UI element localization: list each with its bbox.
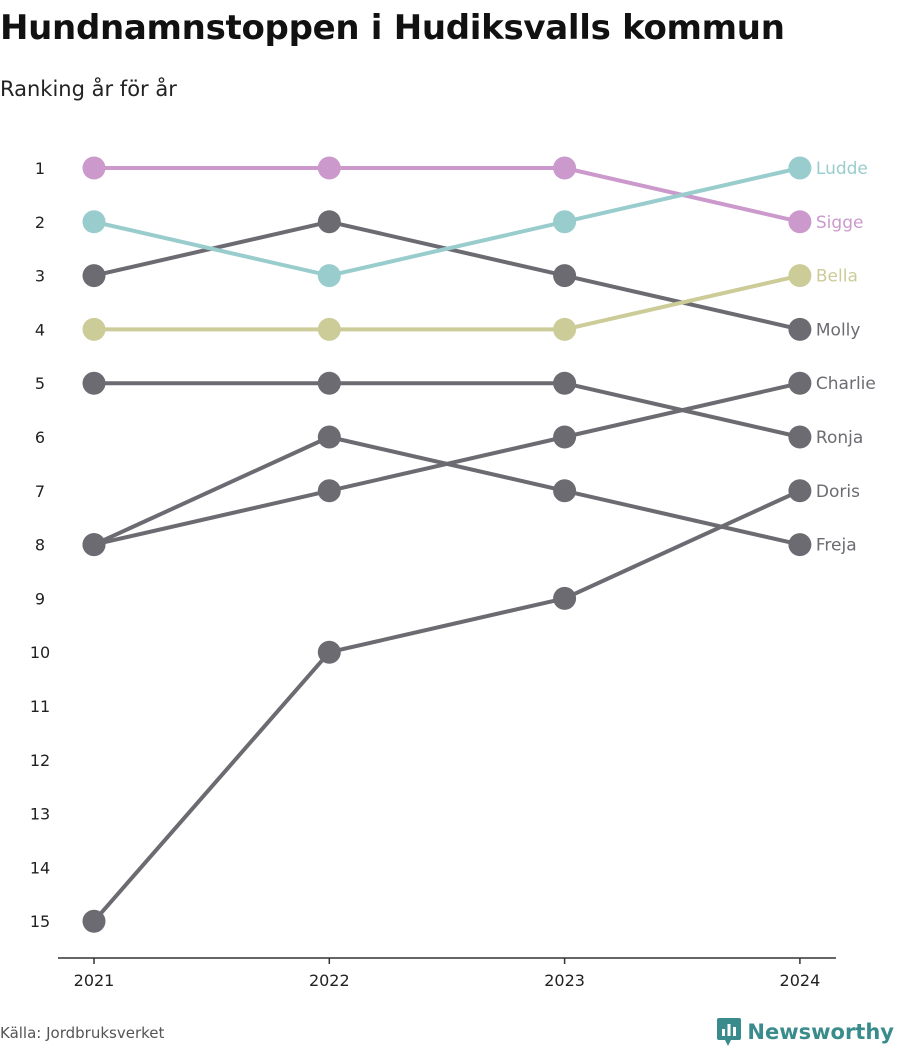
y-tick-label: 3 bbox=[35, 267, 45, 286]
y-tick-label: 2 bbox=[35, 213, 45, 232]
data-point-bella bbox=[788, 264, 812, 288]
data-point-sigge bbox=[553, 156, 577, 180]
series-line-bella bbox=[92, 273, 802, 332]
source-note: Källa: Jordbruksverket bbox=[0, 1024, 165, 1042]
data-point-sigge bbox=[788, 210, 812, 234]
series-line-molly bbox=[92, 219, 802, 332]
data-point-ludde bbox=[553, 210, 577, 234]
data-point-doris bbox=[317, 640, 341, 664]
data-point-molly bbox=[317, 210, 341, 234]
series-label-ronja: Ronja bbox=[816, 428, 863, 448]
data-point-charlie bbox=[317, 479, 341, 503]
data-point-freja bbox=[553, 479, 577, 503]
brand-name: Newsworthy bbox=[747, 1020, 894, 1044]
series-label-ludde: Ludde bbox=[816, 159, 868, 179]
data-point-bella bbox=[553, 317, 577, 341]
data-point-ludde bbox=[788, 156, 812, 180]
y-tick-label: 5 bbox=[35, 374, 45, 393]
series-label-charlie: Charlie bbox=[816, 374, 876, 394]
series-line-ronja bbox=[92, 381, 802, 439]
series-line-doris bbox=[92, 488, 802, 924]
data-point-molly bbox=[788, 317, 812, 341]
data-point-ludde bbox=[317, 264, 341, 288]
series-line-sigge bbox=[92, 166, 802, 224]
data-point-ronja bbox=[788, 425, 812, 449]
x-tick-label: 2022 bbox=[309, 971, 350, 990]
x-tick-label: 2021 bbox=[74, 971, 115, 990]
series-label-sigge: Sigge bbox=[816, 213, 864, 233]
chart-title: Hundnamnstoppen i Hudiksvalls kommun bbox=[0, 8, 785, 48]
data-point-doris bbox=[553, 586, 577, 610]
series-label-molly: Molly bbox=[816, 320, 861, 340]
series-label-freja: Freja bbox=[816, 536, 857, 556]
series-label-doris: Doris bbox=[816, 482, 860, 502]
data-point-ronja bbox=[82, 371, 106, 395]
newsworthy-logo-icon bbox=[717, 1018, 742, 1046]
data-point-ronja bbox=[553, 371, 577, 395]
data-point-charlie bbox=[788, 371, 812, 395]
y-tick-label: 13 bbox=[30, 805, 50, 824]
data-point-freja bbox=[317, 425, 341, 449]
data-point-ludde bbox=[82, 210, 106, 234]
data-point-sigge bbox=[82, 156, 106, 180]
data-point-ronja bbox=[317, 371, 341, 395]
chart-subtitle: Ranking år för år bbox=[0, 77, 177, 101]
y-tick-label: 6 bbox=[35, 428, 45, 447]
y-tick-label: 10 bbox=[30, 643, 50, 662]
y-tick-label: 1 bbox=[35, 159, 45, 178]
data-point-molly bbox=[82, 264, 106, 288]
brand-logo: Newsworthy bbox=[717, 1018, 894, 1046]
data-point-freja bbox=[788, 533, 812, 557]
series-line-freja bbox=[92, 435, 802, 547]
y-tick-label: 15 bbox=[30, 912, 50, 931]
data-point-charlie bbox=[82, 533, 106, 557]
data-point-doris bbox=[82, 909, 106, 933]
series-label-bella: Bella bbox=[816, 267, 858, 287]
y-tick-label: 14 bbox=[30, 858, 50, 877]
y-tick-label: 7 bbox=[35, 482, 45, 501]
x-tick-label: 2023 bbox=[544, 971, 585, 990]
y-tick-label: 12 bbox=[30, 751, 50, 770]
data-point-charlie bbox=[553, 425, 577, 449]
y-tick-label: 9 bbox=[35, 589, 45, 608]
y-tick-label: 8 bbox=[35, 536, 45, 555]
data-point-bella bbox=[82, 317, 106, 341]
y-tick-label: 11 bbox=[30, 697, 50, 716]
x-tick-label: 2024 bbox=[780, 971, 821, 990]
data-point-sigge bbox=[317, 156, 341, 180]
data-point-doris bbox=[788, 479, 812, 503]
series-line-charlie bbox=[92, 381, 802, 547]
data-point-bella bbox=[317, 317, 341, 341]
data-point-molly bbox=[553, 264, 577, 288]
series-line-ludde bbox=[92, 166, 802, 278]
y-tick-label: 4 bbox=[35, 320, 45, 339]
